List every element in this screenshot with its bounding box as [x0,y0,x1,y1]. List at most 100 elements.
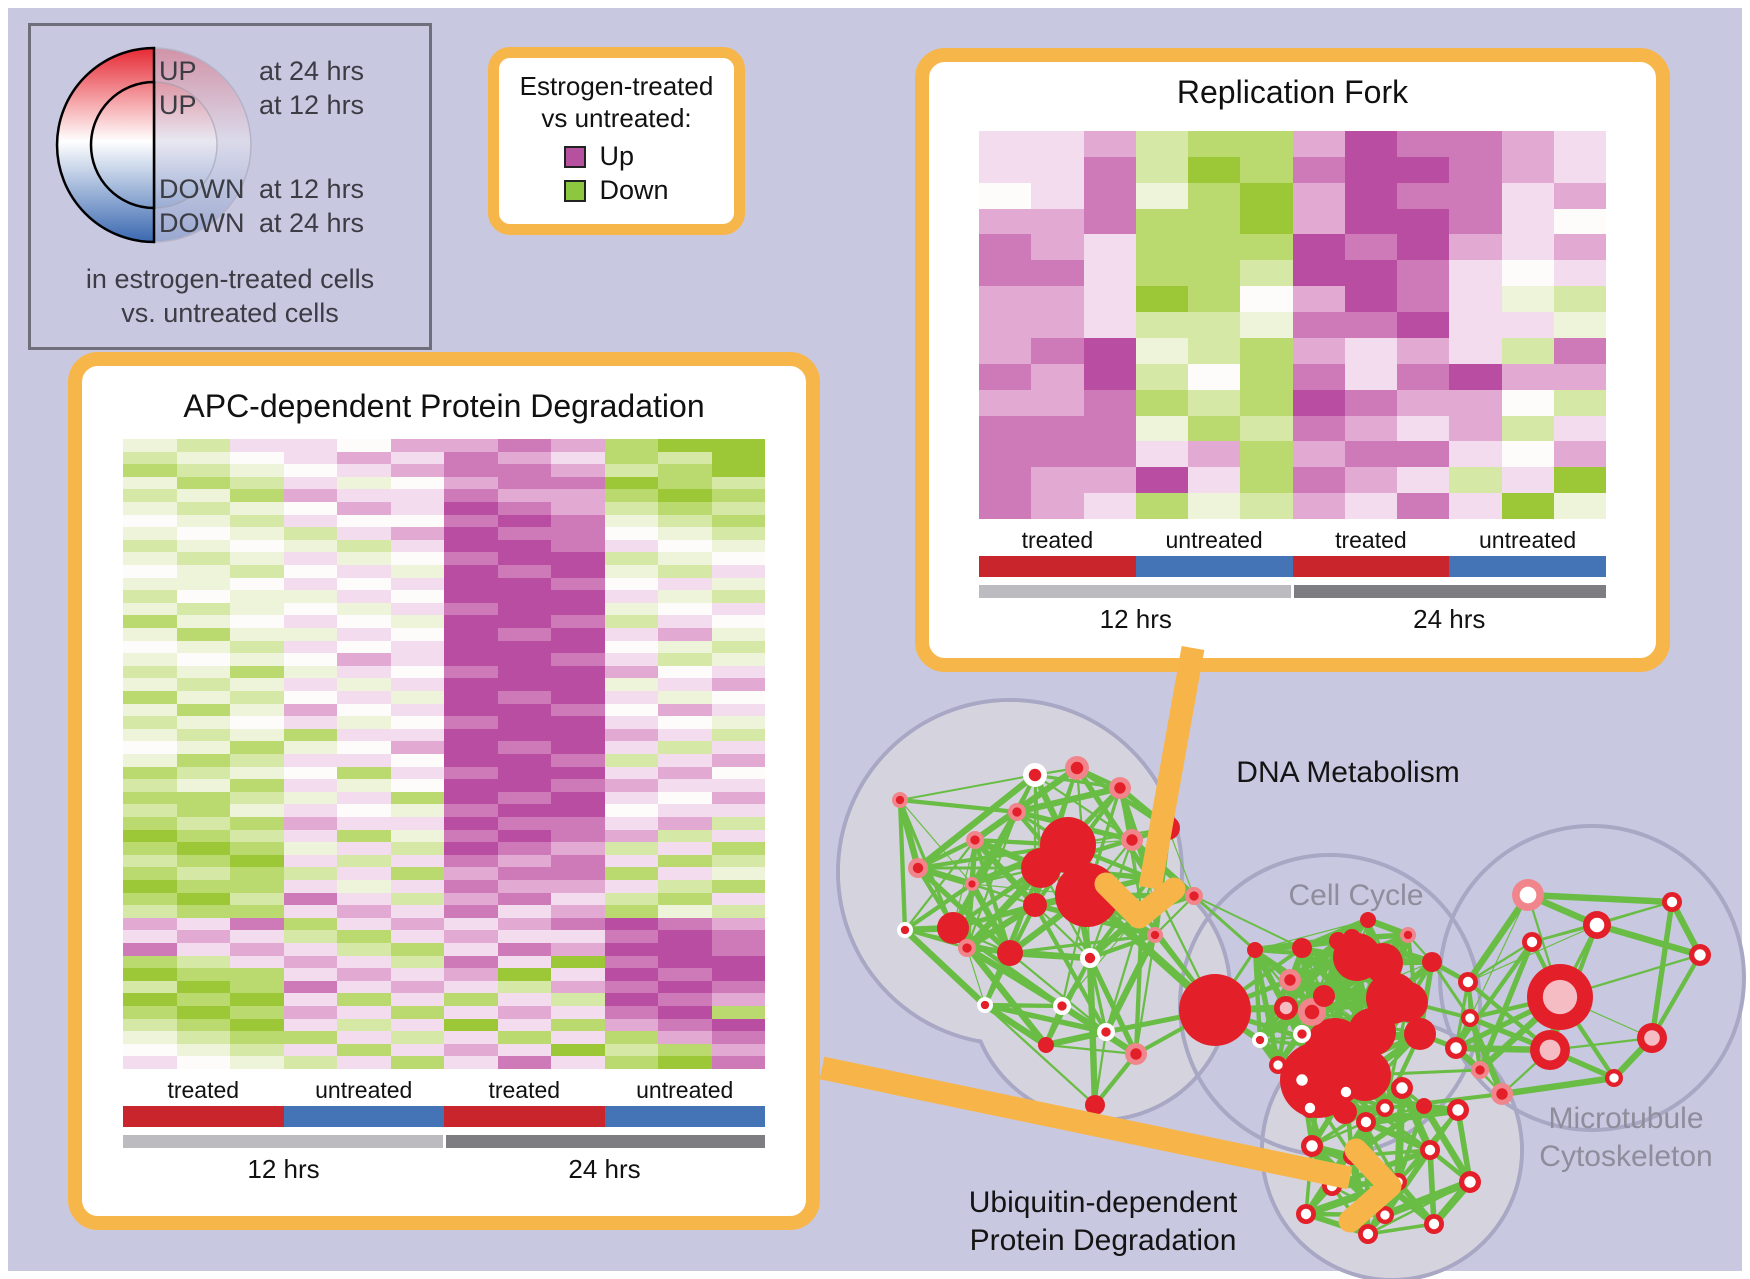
heatmap-cell [551,628,605,641]
heatmap-cell [444,829,498,843]
heatmap-cell [283,678,337,691]
heatmap-cell [551,892,605,906]
heatmap-cell [230,791,284,805]
heatmap-cell [658,1056,712,1069]
heatmap-cell [1240,156,1293,183]
heatmap-cell [604,552,658,565]
heatmap-cell [176,577,230,591]
heatmap-cell [176,829,230,843]
heatmap-cell [390,880,444,893]
heatmap-cell [123,590,177,603]
heatmap-cell [658,514,712,528]
heatmap-cell [1083,156,1136,183]
condition-bar [1449,556,1606,577]
heatmap-cell [497,716,551,729]
heatmap-cell [230,590,284,603]
heatmap-cell [444,766,498,780]
heatmap-cell [1292,312,1345,338]
heatmap-cell [1553,389,1606,416]
heatmap-cell [1083,312,1136,338]
heatmap-cell [497,527,551,540]
heatmap-cell [283,766,337,780]
heatmap-cell [551,439,605,452]
heatmap-cell [176,502,230,515]
heatmap-cell [337,716,391,729]
heatmap-cell [444,905,498,918]
heatmap-cell [283,854,337,868]
heatmap-cell [1292,286,1345,313]
heatmap-cell [1188,493,1241,519]
heatmap-cell [176,993,230,1006]
heatmap-cell [551,804,605,817]
heatmap-cell [551,691,605,704]
heatmap-cell [1083,467,1136,494]
heatmap-cell [711,527,765,540]
heatmap-cell [551,905,605,918]
heatmap-cell [497,502,551,515]
heatmap-cell [711,791,765,805]
heatmap-cell [658,527,712,540]
heatmap-cell [283,943,337,956]
heatmap-cell [390,602,444,616]
heatmap-cell [390,527,444,540]
heatmap-cell [1553,493,1606,519]
heatmap-cell [230,968,284,981]
heatmap-cell [176,539,230,553]
heatmap-cell [658,640,712,654]
cluster-label-microtubule-cytoskeleton: Microtubule Cytoskeleton [1539,1102,1713,1173]
heatmap-cell [337,476,391,490]
heatmap-cell [230,892,284,906]
heatmap-cell [1344,337,1397,364]
heatmap-cell [658,728,712,742]
heatmap-cell [1397,337,1450,364]
heatmap-cell [123,854,177,868]
heatmap-cell [283,728,337,742]
heatmap-cell [230,527,284,540]
heatmap-cell [337,552,391,565]
heatmap-cell [497,943,551,956]
heatmap-cell [711,476,765,490]
heatmap-cell [1292,415,1345,442]
heatmap-cell [176,552,230,565]
heatmap-cell [283,1018,337,1032]
heatmap-cell [444,590,498,603]
time-label: 24 hrs [1413,604,1486,634]
heatmap-cell [230,640,284,654]
heatmap-cell [123,754,177,767]
heatmap-cell [711,653,765,666]
heatmap-cell [604,842,658,855]
heatmap-cell [123,1031,177,1044]
heatmap-cell [444,527,498,540]
heatmap-cell [497,905,551,918]
heatmap-cell [1501,156,1554,183]
heatmap-cell [390,993,444,1006]
heatmap-cell [176,514,230,528]
heatmap-cell [390,980,444,994]
heatmap-cell [123,691,177,704]
heatmap-cell [604,817,658,830]
heatmap-cell [1031,286,1084,313]
heatmap-cell [230,905,284,918]
heatmap-cell [604,791,658,805]
heatmap-cell [497,691,551,704]
heatmap-cell [337,628,391,641]
heatmap-cell [604,464,658,477]
heatmap-cell [1240,467,1293,494]
heatmap-cell [444,880,498,893]
heatmap-cell [123,552,177,565]
heatmap-cell [1240,363,1293,390]
heatmap-cell [1031,131,1084,157]
heatmap-cell [1292,337,1345,364]
heatmap-cell [497,829,551,843]
heatmap-cell [711,716,765,729]
heatmap-cell [337,766,391,780]
heatmap-cell [979,234,1032,261]
heatmap-cell [497,439,551,452]
heatmap-cell [337,678,391,691]
condition-bar [444,1106,605,1127]
heatmap-cell [230,930,284,943]
heatmap-cell [497,464,551,477]
heatmap-cell [604,905,658,918]
heatmap-cell [283,804,337,817]
heatmap-cell [658,804,712,817]
